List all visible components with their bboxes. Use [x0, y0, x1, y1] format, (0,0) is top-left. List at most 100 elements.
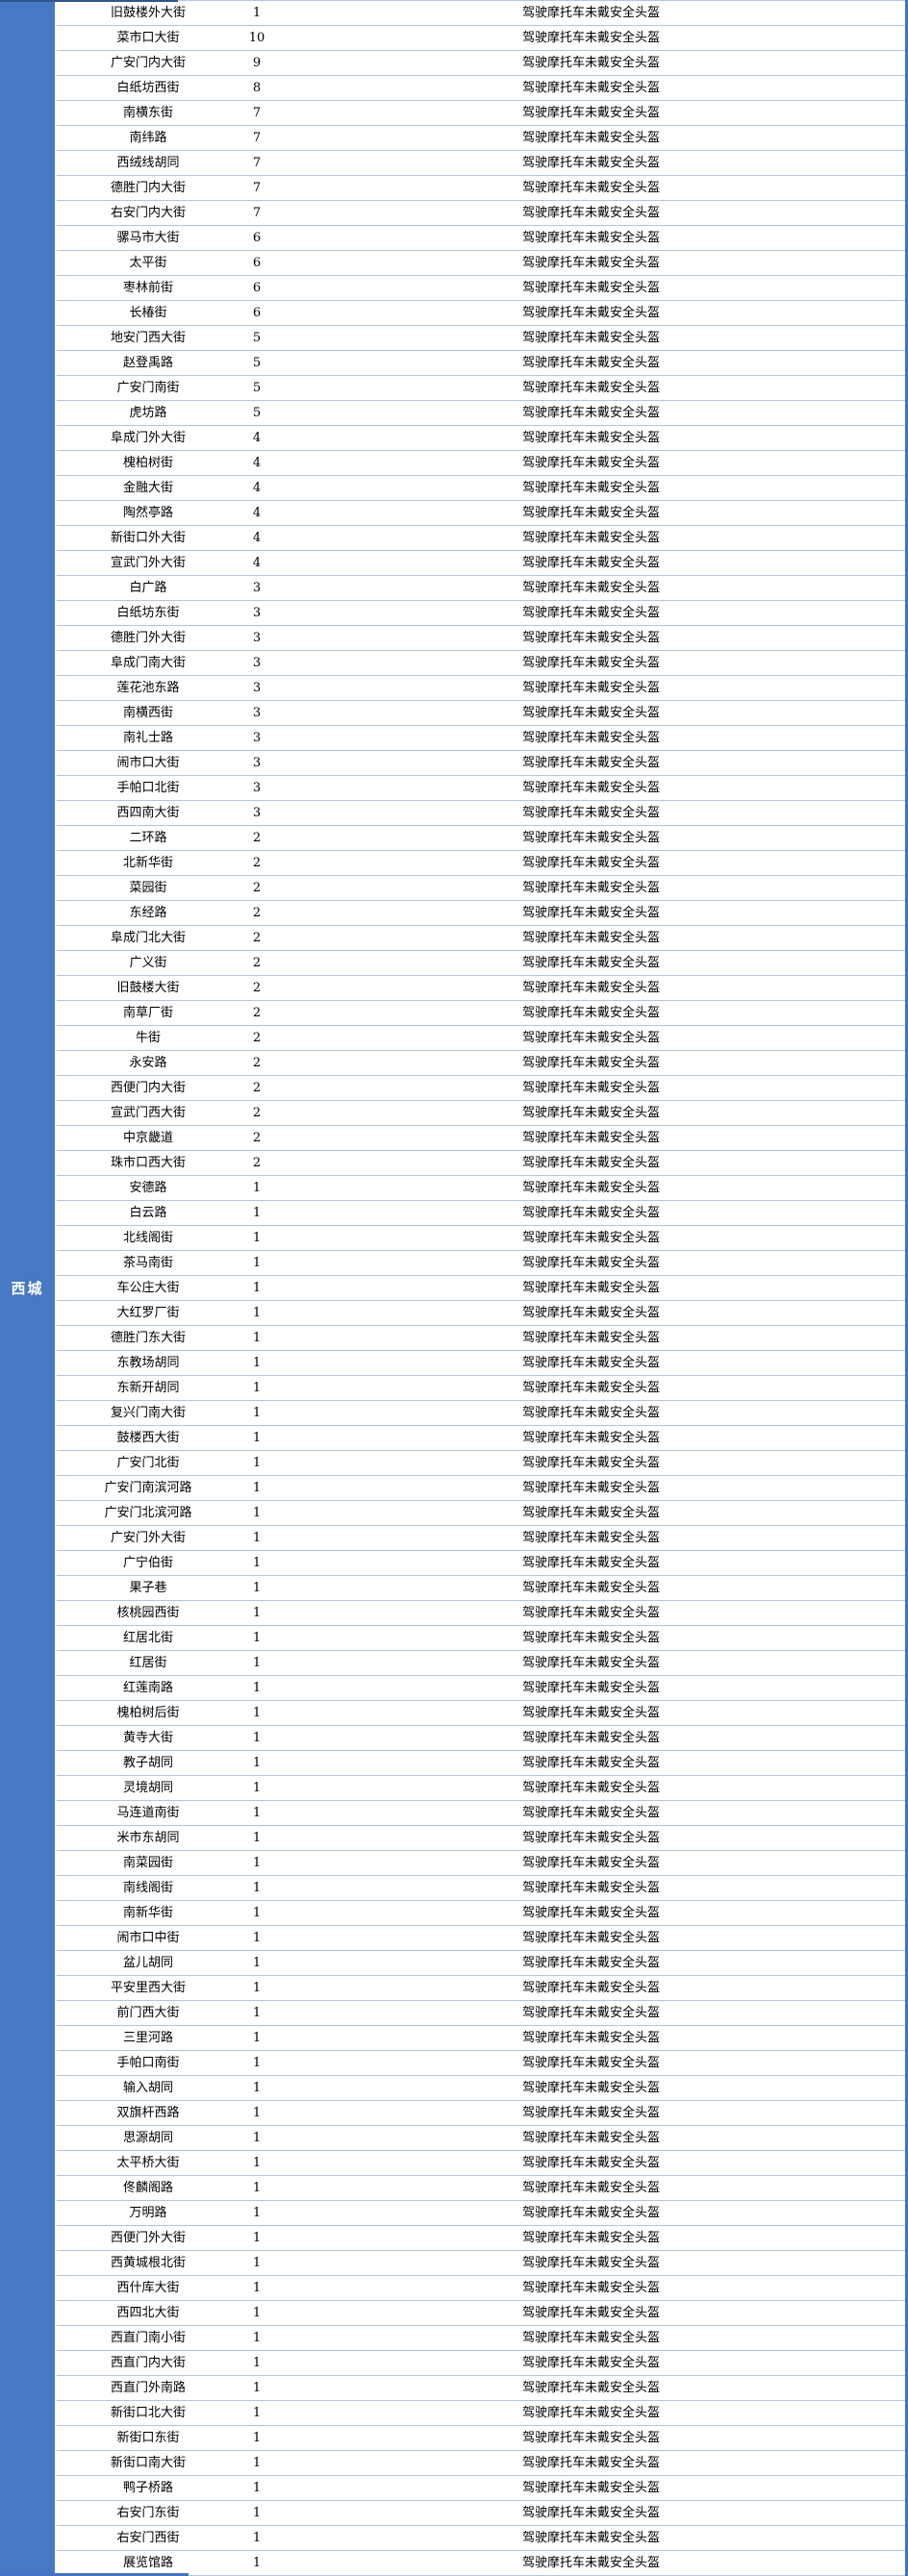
street-cell[interactable]: 南线阁街	[122, 1881, 173, 1895]
street-cell[interactable]: 广安门北街	[116, 1456, 180, 1470]
count-cell[interactable]: 2	[252, 1131, 262, 1145]
street-cell[interactable]: 白纸坊西街	[116, 81, 180, 95]
street-cell[interactable]: 南礼士路	[122, 731, 173, 745]
count-cell[interactable]: 1	[252, 1856, 262, 1870]
count-cell[interactable]: 1	[252, 2506, 262, 2520]
street-cell[interactable]: 太平街	[129, 256, 167, 270]
violation-cell[interactable]: 驾驶摩托车未戴安全头盔	[521, 381, 660, 395]
count-cell[interactable]: 3	[252, 806, 262, 820]
street-cell[interactable]: 赵登禹路	[122, 356, 173, 370]
street-cell[interactable]: 平安里西大街	[110, 1981, 186, 1995]
count-cell[interactable]: 1	[252, 1506, 262, 1520]
count-cell[interactable]: 5	[252, 356, 262, 370]
street-cell[interactable]: 新街口外大街	[110, 531, 186, 545]
street-cell[interactable]: 东教场胡同	[116, 1356, 180, 1370]
count-cell[interactable]: 1	[252, 1631, 262, 1645]
violation-cell[interactable]: 驾驶摩托车未戴安全头盔	[521, 1956, 660, 1970]
violation-cell[interactable]: 驾驶摩托车未戴安全头盔	[521, 1456, 660, 1470]
count-cell[interactable]: 7	[252, 206, 262, 220]
count-cell[interactable]: 2	[252, 1006, 262, 1020]
count-cell[interactable]: 1	[252, 1731, 262, 1745]
count-cell[interactable]: 1	[252, 1781, 262, 1795]
street-cell[interactable]: 白纸坊东街	[116, 606, 180, 620]
count-cell[interactable]: 1	[252, 2306, 262, 2320]
count-cell[interactable]: 1	[252, 2056, 262, 2070]
street-cell[interactable]: 西什库大街	[116, 2281, 180, 2295]
violation-cell[interactable]: 驾驶摩托车未戴安全头盔	[521, 1656, 660, 1670]
count-cell[interactable]: 1	[252, 1606, 262, 1620]
count-cell[interactable]: 3	[252, 656, 262, 670]
street-cell[interactable]: 安德路	[129, 1181, 167, 1195]
count-cell[interactable]: 1	[252, 2156, 262, 2170]
count-cell[interactable]: 1	[252, 1381, 262, 1395]
violation-cell[interactable]: 驾驶摩托车未戴安全头盔	[521, 1231, 660, 1245]
street-cell[interactable]: 西四南大街	[116, 806, 180, 820]
violation-cell[interactable]: 驾驶摩托车未戴安全头盔	[521, 106, 660, 120]
count-cell[interactable]: 1	[252, 1256, 262, 1270]
street-cell[interactable]: 闹市口大街	[116, 756, 180, 770]
violation-cell[interactable]: 驾驶摩托车未戴安全头盔	[521, 2456, 660, 2470]
violation-cell[interactable]: 驾驶摩托车未戴安全头盔	[521, 1631, 660, 1645]
violation-cell[interactable]: 驾驶摩托车未戴安全头盔	[521, 406, 660, 420]
violation-cell[interactable]: 驾驶摩托车未戴安全头盔	[521, 1931, 660, 1945]
count-cell[interactable]: 1	[252, 6, 262, 20]
violation-cell[interactable]: 驾驶摩托车未戴安全头盔	[521, 2156, 660, 2170]
street-cell[interactable]: 前门西大街	[116, 2006, 180, 2020]
count-cell[interactable]: 1	[252, 2281, 262, 2295]
street-cell[interactable]: 黄寺大街	[122, 1731, 173, 1745]
violation-cell[interactable]: 驾驶摩托车未戴安全头盔	[521, 2181, 660, 2195]
street-cell[interactable]: 手帕口南街	[116, 2056, 180, 2070]
violation-cell[interactable]: 驾驶摩托车未戴安全头盔	[521, 1881, 660, 1895]
count-cell[interactable]: 10	[248, 31, 265, 45]
violation-cell[interactable]: 驾驶摩托车未戴安全头盔	[521, 2231, 660, 2245]
count-cell[interactable]: 4	[252, 531, 262, 545]
street-cell[interactable]: 思源胡同	[122, 2131, 173, 2145]
street-cell[interactable]: 宣武门西大街	[110, 1106, 186, 1120]
count-cell[interactable]: 1	[252, 1431, 262, 1445]
violation-cell[interactable]: 驾驶摩托车未戴安全头盔	[521, 2356, 660, 2370]
violation-cell[interactable]: 驾驶摩托车未戴安全头盔	[521, 1056, 660, 1070]
violation-cell[interactable]: 驾驶摩托车未戴安全头盔	[521, 831, 660, 845]
street-cell[interactable]: 虎坊路	[129, 406, 167, 420]
street-cell[interactable]: 南草厂街	[122, 1006, 173, 1020]
violation-cell[interactable]: 驾驶摩托车未戴安全头盔	[521, 56, 660, 70]
violation-cell[interactable]: 驾驶摩托车未戴安全头盔	[521, 781, 660, 795]
violation-cell[interactable]: 驾驶摩托车未戴安全头盔	[521, 1081, 660, 1095]
violation-cell[interactable]: 驾驶摩托车未戴安全头盔	[521, 2381, 660, 2395]
street-cell[interactable]: 广安门南街	[116, 381, 180, 395]
violation-cell[interactable]: 驾驶摩托车未戴安全头盔	[521, 1981, 660, 1995]
count-cell[interactable]: 1	[252, 1681, 262, 1695]
count-cell[interactable]: 1	[252, 1881, 262, 1895]
violation-cell[interactable]: 驾驶摩托车未戴安全头盔	[521, 2206, 660, 2220]
street-cell[interactable]: 阜成门北大街	[110, 931, 186, 945]
violation-cell[interactable]: 驾驶摩托车未戴安全头盔	[521, 1581, 660, 1595]
count-cell[interactable]: 6	[252, 281, 262, 295]
count-cell[interactable]: 1	[252, 2081, 262, 2095]
street-cell[interactable]: 广安门南滨河路	[104, 1481, 192, 1495]
street-cell[interactable]: 广安门内大街	[110, 56, 186, 70]
street-cell[interactable]: 新街口南大街	[110, 2456, 186, 2470]
street-cell[interactable]: 佟麟阁路	[122, 2181, 173, 2195]
violation-cell[interactable]: 驾驶摩托车未戴安全头盔	[521, 1806, 660, 1820]
street-cell[interactable]: 陶然亭路	[122, 506, 173, 520]
count-cell[interactable]: 1	[252, 1931, 262, 1945]
street-cell[interactable]: 西直门外南路	[110, 2381, 186, 2395]
count-cell[interactable]: 1	[252, 1656, 262, 1670]
count-cell[interactable]: 2	[252, 1106, 262, 1120]
street-cell[interactable]: 二环路	[129, 831, 167, 845]
violation-cell[interactable]: 驾驶摩托车未戴安全头盔	[521, 331, 660, 345]
count-cell[interactable]: 2	[252, 856, 262, 870]
street-cell[interactable]: 永安路	[129, 1056, 167, 1070]
count-cell[interactable]: 1	[252, 2531, 262, 2545]
violation-cell[interactable]: 驾驶摩托车未戴安全头盔	[521, 1481, 660, 1495]
street-cell[interactable]: 展览馆路	[122, 2556, 173, 2570]
street-cell[interactable]: 南横东街	[122, 106, 173, 120]
street-cell[interactable]: 右安门东街	[116, 2506, 180, 2520]
violation-cell[interactable]: 驾驶摩托车未戴安全头盔	[521, 2281, 660, 2295]
street-cell[interactable]: 灵境胡同	[122, 1781, 173, 1795]
count-cell[interactable]: 1	[252, 2406, 262, 2420]
count-cell[interactable]: 1	[252, 1206, 262, 1220]
count-cell[interactable]: 3	[252, 606, 262, 620]
violation-cell[interactable]: 驾驶摩托车未戴安全头盔	[521, 631, 660, 645]
count-cell[interactable]: 6	[252, 256, 262, 270]
